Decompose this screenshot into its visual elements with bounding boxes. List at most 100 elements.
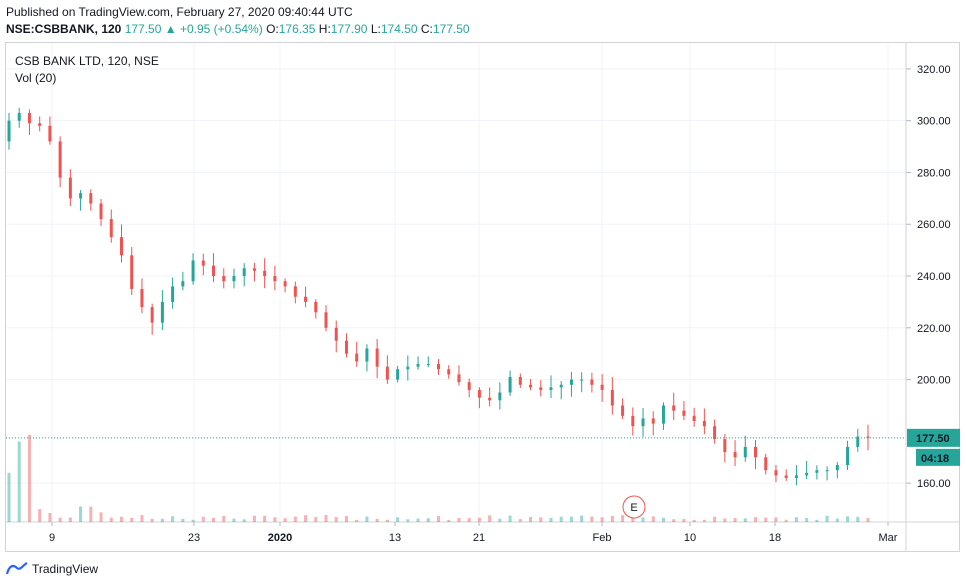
volume-bar xyxy=(7,472,11,522)
candle-body xyxy=(467,382,471,390)
candle-body xyxy=(99,203,103,220)
candle-body xyxy=(130,255,134,289)
candle-body xyxy=(723,439,727,453)
candle-body xyxy=(754,446,758,458)
volume-bar xyxy=(559,516,563,522)
volume-bar xyxy=(835,518,839,522)
last-price-label: 177.50 xyxy=(916,433,950,445)
volume-bar xyxy=(119,516,123,522)
candle-body xyxy=(232,276,236,282)
volume-bar xyxy=(140,515,144,522)
volume-bar xyxy=(498,518,502,522)
close-label: C: xyxy=(420,22,433,36)
candle-body xyxy=(805,472,809,476)
candle-body xyxy=(702,421,706,427)
volume-bar xyxy=(805,517,809,522)
volume-bar xyxy=(692,519,696,522)
candle-body xyxy=(385,366,389,380)
volume-bar xyxy=(723,518,727,522)
candle-body xyxy=(631,415,635,427)
candle-body xyxy=(38,123,42,126)
volume-bar xyxy=(590,516,594,522)
volume-bar xyxy=(314,517,318,522)
candle-body xyxy=(743,446,747,458)
y-tick-label-1: 300.00 xyxy=(917,116,951,128)
candle-body xyxy=(324,312,328,328)
x-tick-label-4: 21 xyxy=(473,532,485,544)
candle-body xyxy=(89,193,93,204)
y-tick-label-4: 240.00 xyxy=(917,271,951,283)
x-tick-label-0: 9 xyxy=(49,532,55,544)
candle-body xyxy=(48,125,52,142)
volume-bar xyxy=(661,517,665,522)
tradingview-logo-icon xyxy=(6,562,28,575)
candle-body xyxy=(17,112,21,121)
close-value: 177.50 xyxy=(432,22,470,36)
volume-bar xyxy=(549,517,553,522)
candle-body xyxy=(835,465,839,471)
candle-body xyxy=(109,219,113,238)
volume-bar xyxy=(437,516,440,522)
candle-body xyxy=(406,366,410,370)
candle-body xyxy=(212,265,216,277)
volume-bar xyxy=(160,518,164,522)
candle-body xyxy=(764,457,768,471)
candle-body xyxy=(651,418,655,424)
volume-bar xyxy=(150,518,154,522)
volume-bar xyxy=(794,517,798,522)
volume-bar xyxy=(365,516,369,522)
candle-body xyxy=(252,268,256,271)
volume-bar xyxy=(672,519,676,522)
x-tick-label-5: Feb xyxy=(593,532,612,544)
x-tick-label-3: 13 xyxy=(389,532,401,544)
candle-body xyxy=(518,377,522,385)
candle-body xyxy=(426,364,430,366)
candle-body xyxy=(171,286,175,302)
high-label: H: xyxy=(318,22,331,36)
candle-body xyxy=(293,286,297,297)
volume-bar xyxy=(631,518,635,522)
candle-body xyxy=(79,193,83,199)
up-arrow-icon: ▲ xyxy=(164,22,177,36)
y-tick-label-2: 280.00 xyxy=(917,167,951,179)
candle-body xyxy=(549,387,553,390)
footer-brand: TradingView xyxy=(32,562,99,576)
x-tick-label-2: 2020 xyxy=(268,532,292,544)
volume-bar xyxy=(846,516,850,522)
volume-bar xyxy=(651,516,655,522)
volume-bar xyxy=(825,515,829,522)
volume-bar xyxy=(212,517,216,522)
candle-body xyxy=(815,470,819,473)
footer[interactable]: TradingView xyxy=(6,562,98,576)
volume-bar xyxy=(334,517,338,522)
volume-bar xyxy=(293,516,297,522)
x-tick-label-7: 18 xyxy=(769,532,781,544)
volume-bar xyxy=(764,517,768,522)
candle-body xyxy=(191,260,195,282)
candle-body xyxy=(447,369,451,375)
volume-bar xyxy=(447,519,451,522)
volume-bar xyxy=(682,518,686,522)
candle-body xyxy=(201,260,205,266)
volume-bar xyxy=(171,516,175,522)
candle-body xyxy=(580,379,584,381)
candle-body xyxy=(672,405,676,411)
volume-bar xyxy=(201,516,205,522)
candle-body xyxy=(590,379,594,385)
volume-bar xyxy=(191,519,195,522)
candle-body xyxy=(733,452,737,458)
volume-bar xyxy=(263,515,267,522)
candle-body xyxy=(242,268,246,277)
volume-bar xyxy=(815,519,819,522)
volume-bar xyxy=(375,518,379,522)
candle-body xyxy=(641,418,645,427)
candle-body xyxy=(314,301,318,313)
volume-bar xyxy=(866,518,870,522)
y-tick-label-5: 220.00 xyxy=(917,323,951,335)
y-tick-label-6: 200.00 xyxy=(917,375,951,387)
candle-body xyxy=(263,270,267,277)
candle-body xyxy=(794,475,798,478)
low-value: 174.50 xyxy=(380,22,418,36)
volume-bar xyxy=(610,515,614,522)
